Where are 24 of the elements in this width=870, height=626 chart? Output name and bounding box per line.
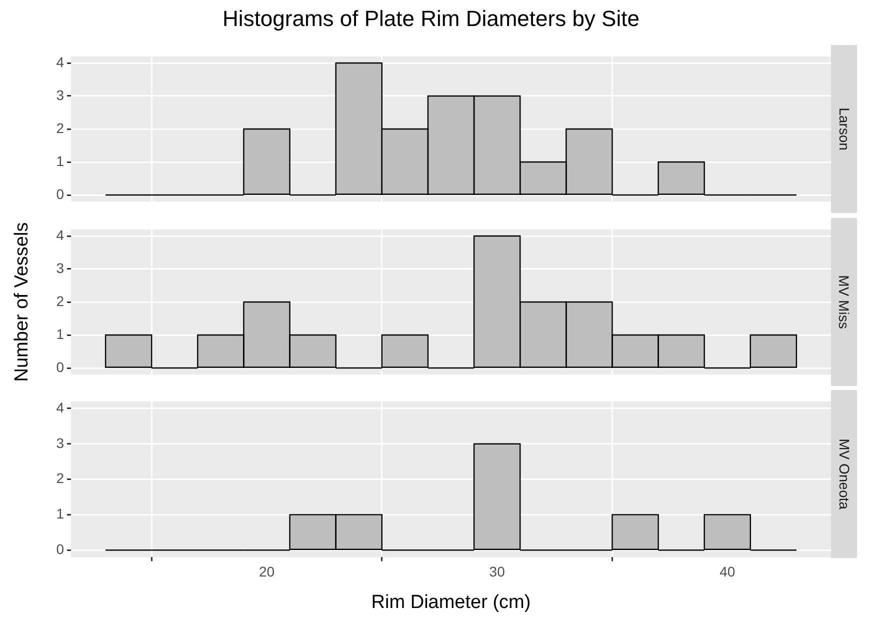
x-axis-title: Rim Diameter (cm) <box>370 592 532 614</box>
y-tick-label: 2 <box>56 120 64 136</box>
y-tick-label: 1 <box>56 506 64 522</box>
x-tick-label: 20 <box>258 563 275 580</box>
y-tick-label: 2 <box>56 470 64 486</box>
y-tick-label: 4 <box>56 54 64 70</box>
chart-title: Histograms of Plate Rim Diameters by Site <box>222 6 640 32</box>
y-tick-label: 0 <box>56 358 64 375</box>
y-tick-label: 4 <box>56 226 64 243</box>
text: MV Miss <box>836 275 852 329</box>
text: MV Oneota <box>836 438 852 510</box>
y-tick-label: 3 <box>56 434 64 451</box>
y-tick-label: 1 <box>56 152 64 169</box>
y-tick-label: 3 <box>56 260 64 276</box>
y-tick-label: 4 <box>56 399 64 416</box>
y-tick-label: 3 <box>56 86 64 103</box>
x-tick-label: 30 <box>489 563 506 580</box>
y-tick-label: 0 <box>56 540 64 557</box>
y-tick-label: 2 <box>56 292 64 309</box>
x-tick-label: 40 <box>720 563 736 580</box>
y-tick-label: 0 <box>56 186 64 202</box>
y-tick-label: 1 <box>56 326 64 342</box>
y-axis-title: Number of Vessels <box>11 222 34 382</box>
text: Larson <box>836 108 852 150</box>
